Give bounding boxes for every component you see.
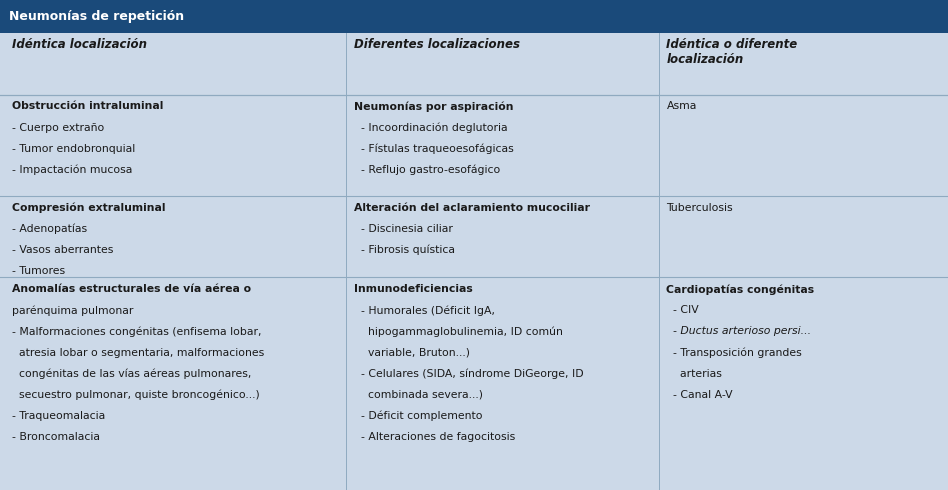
Text: Asma: Asma (666, 101, 697, 111)
Text: - Tumor endobronquial: - Tumor endobronquial (12, 144, 136, 153)
Text: - Malformaciones congénitas (enfisema lobar,: - Malformaciones congénitas (enfisema lo… (12, 326, 262, 337)
Text: - Cuerpo extraño: - Cuerpo extraño (12, 122, 104, 132)
Text: - Reflujo gastro-esofágico: - Reflujo gastro-esofágico (354, 165, 500, 175)
FancyBboxPatch shape (0, 0, 948, 33)
Text: - Humorales (Déficit IgA,: - Humorales (Déficit IgA, (354, 305, 495, 316)
Text: - Fibrosis quística: - Fibrosis quística (354, 245, 455, 255)
Text: Alteración del aclaramiento mucociliar: Alteración del aclaramiento mucociliar (354, 203, 590, 213)
Text: - Broncomalacia: - Broncomalacia (12, 432, 100, 442)
Text: congénitas de las vías aéreas pulmonares,: congénitas de las vías aéreas pulmonares… (12, 368, 252, 379)
Text: Diferentes localizaciones: Diferentes localizaciones (354, 38, 520, 51)
Text: parénquima pulmonar: parénquima pulmonar (12, 305, 134, 316)
Text: atresia lobar o segmentaria, malformaciones: atresia lobar o segmentaria, malformacio… (12, 347, 264, 358)
Text: - Canal A-V: - Canal A-V (666, 390, 733, 400)
Text: Idéntica localización: Idéntica localización (12, 38, 147, 51)
Text: - Vasos aberrantes: - Vasos aberrantes (12, 245, 114, 255)
Text: - Déficit complemento: - Déficit complemento (354, 411, 483, 421)
Text: Tuberculosis: Tuberculosis (666, 203, 733, 213)
Text: Anomalías estructurales de vía aérea o: Anomalías estructurales de vía aérea o (12, 284, 251, 294)
Text: variable, Bruton...): variable, Bruton...) (354, 347, 469, 358)
Text: Neumonías por aspiración: Neumonías por aspiración (354, 101, 513, 112)
Text: - Discinesia ciliar: - Discinesia ciliar (354, 224, 452, 234)
Text: - Alteraciones de fagocitosis: - Alteraciones de fagocitosis (354, 432, 515, 442)
Text: Obstrucción intraluminal: Obstrucción intraluminal (12, 101, 164, 111)
Text: secuestro pulmonar, quiste broncogénico...): secuestro pulmonar, quiste broncogénico.… (12, 390, 260, 400)
Text: Compresión extraluminal: Compresión extraluminal (12, 203, 166, 213)
Text: - Transposición grandes: - Transposición grandes (666, 347, 802, 358)
Text: - Incoordinación deglutoria: - Incoordinación deglutoria (354, 122, 507, 133)
Text: - Tumores: - Tumores (12, 266, 65, 276)
Text: arterias: arterias (666, 368, 722, 379)
Text: - Fístulas traqueoesofágicas: - Fístulas traqueoesofágicas (354, 144, 514, 154)
Text: hipogammaglobulinemia, ID común: hipogammaglobulinemia, ID común (354, 326, 562, 337)
Text: Inmunodeficiencias: Inmunodeficiencias (354, 284, 472, 294)
Text: - Ductus arterioso persi...: - Ductus arterioso persi... (666, 326, 811, 337)
Text: - Adenopatías: - Adenopatías (12, 224, 87, 234)
Text: Neumonías de repetición: Neumonías de repetición (9, 10, 185, 23)
Text: - Celulares (SIDA, síndrome DiGeorge, ID: - Celulares (SIDA, síndrome DiGeorge, ID (354, 368, 583, 379)
Text: - CIV: - CIV (666, 305, 700, 316)
Text: - Traqueomalacia: - Traqueomalacia (12, 411, 105, 421)
Text: Cardiopatías congénitas: Cardiopatías congénitas (666, 284, 814, 295)
Text: combinada severa...): combinada severa...) (354, 390, 483, 400)
Text: Idéntica o diferente
localización: Idéntica o diferente localización (666, 38, 797, 66)
Text: - Impactación mucosa: - Impactación mucosa (12, 165, 133, 175)
